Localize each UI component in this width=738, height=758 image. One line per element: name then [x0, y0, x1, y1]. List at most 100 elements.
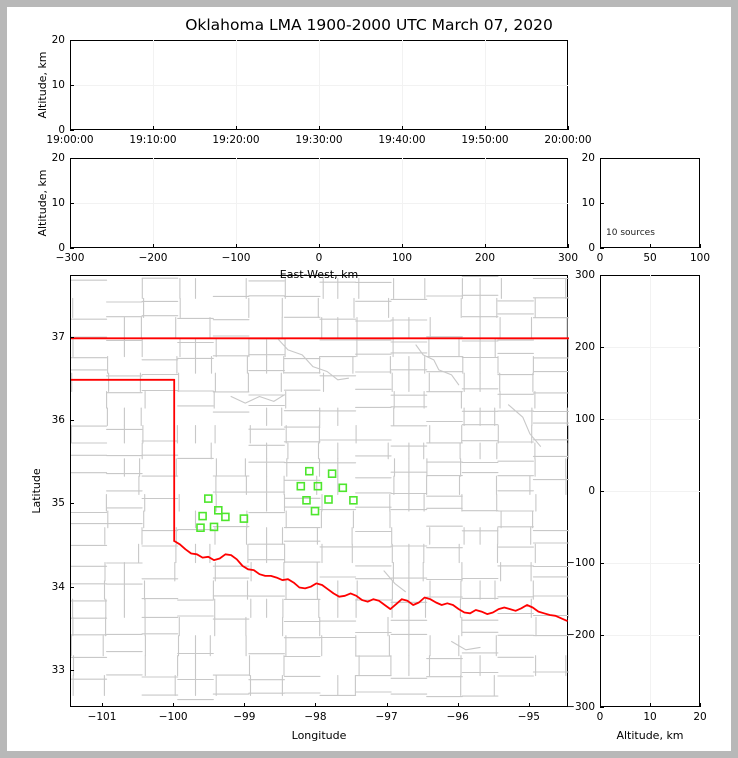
axis-ticklabel-x: 20:00:00: [544, 134, 592, 146]
gridline-horizontal: [600, 491, 700, 492]
axis-tick-y: [600, 248, 604, 249]
axis-ticklabel-x: −97: [375, 711, 398, 723]
axis-ticklabel-y: 20: [51, 152, 65, 164]
axis-ticklabel-x: 0: [596, 711, 604, 723]
axis-tick-x: [568, 126, 569, 130]
axis-ticklabel-y: 10: [51, 197, 65, 209]
axis-ticklabel-x: −99: [233, 711, 256, 723]
axis-tick-x: [386, 703, 388, 707]
river-line: [276, 337, 350, 381]
axis-tick-x: [319, 126, 320, 130]
axis-ticklabel-x: 19:00:00: [46, 134, 94, 146]
axis-ticklabel-y: 0: [58, 242, 65, 254]
river-line: [383, 570, 406, 593]
gridline-horizontal: [600, 347, 700, 348]
axis-ticklabel-y: 0: [588, 485, 595, 497]
figure-title: Oklahoma LMA 1900-2000 UTC March 07, 202…: [185, 16, 553, 34]
axis-ticklabel-x: −200: [138, 252, 168, 264]
lightning-source-marker: [324, 495, 333, 504]
axis-ticklabel-x: 200: [474, 252, 496, 264]
lightning-source-marker: [338, 483, 348, 493]
lightning-source-marker: [327, 469, 337, 478]
figure-canvas: Oklahoma LMA 1900-2000 UTC March 07, 202…: [7, 7, 731, 751]
state-border-south: [173, 540, 568, 622]
axis-ticklabel-x: −300: [55, 252, 85, 264]
axis-tick-x: [102, 703, 103, 707]
axis-ticklabel-x: 50: [643, 252, 657, 264]
axis-tick-x: [70, 244, 71, 248]
axis-ticklabel-y: 20: [581, 152, 595, 164]
axis-tick-y: [600, 419, 604, 420]
gridline-horizontal: [70, 203, 568, 204]
axis-tick-x: [153, 126, 154, 130]
axis-tick-x: [457, 703, 459, 707]
axis-tick-x: [315, 703, 317, 707]
axis-tick-y: [70, 586, 74, 588]
axis-ticklabel-x: 19:40:00: [378, 134, 426, 146]
axis-ticklabel-y: −300: [566, 701, 595, 713]
axis-tick-x: [244, 703, 246, 707]
lightning-source-marker: [296, 481, 306, 491]
axis-tick-y: [70, 503, 74, 505]
axis-ticklabel-y: 300: [574, 269, 595, 281]
axis-tick-y: [600, 275, 604, 276]
lightning-source-marker: [310, 506, 320, 516]
panel-plan-view-map[interactable]: [70, 275, 569, 707]
lightning-source-marker: [302, 496, 311, 505]
axis-ticklabel-x: 19:10:00: [129, 134, 177, 146]
axis-ticklabel-y: 0: [588, 242, 595, 254]
axis-ticklabel-x: −101: [87, 711, 117, 723]
axis-tick-x: [236, 244, 237, 248]
axis-tick-y: [600, 347, 604, 348]
axis-tick-x: [485, 126, 486, 130]
axis-tick-y: [70, 130, 74, 131]
axis-tick-x: [485, 244, 486, 248]
axis-tick-y: [70, 669, 74, 671]
axis-tick-x: [319, 244, 320, 248]
axis-ticklabel-x: −98: [304, 711, 327, 723]
axis-tick-y: [600, 491, 604, 492]
axis-tick-x: [528, 703, 530, 707]
axis-ticklabel-x: 10: [643, 711, 657, 723]
axis-ticklabel-y: 37: [51, 331, 65, 344]
axis-label-y: Altitude, km: [36, 169, 49, 237]
gridline-horizontal: [600, 419, 700, 420]
axis-ticklabel-y: 10: [51, 79, 65, 91]
axis-ticklabel-x: −96: [446, 711, 469, 723]
axis-tick-x: [70, 126, 71, 130]
lightning-source-marker: [239, 514, 249, 523]
axis-tick-x: [236, 126, 237, 130]
gridline-horizontal: [600, 563, 700, 564]
axis-ticklabel-x: 100: [391, 252, 413, 264]
axis-ticklabel-y: 200: [574, 341, 595, 353]
lightning-source-marker: [204, 494, 213, 503]
gridline-horizontal: [600, 635, 700, 636]
axis-tick-x: [173, 703, 175, 707]
axis-ticklabel-y: 20: [51, 34, 65, 46]
axis-tick-y: [600, 707, 604, 708]
axis-ticklabel-y: 0: [58, 124, 65, 136]
lightning-source-marker: [196, 523, 205, 532]
axis-tick-y: [600, 203, 604, 204]
axis-ticklabel-x: −95: [517, 711, 540, 723]
axis-ticklabel-y: 35: [51, 497, 65, 510]
axis-ticklabel-y: 33: [51, 663, 65, 676]
axis-ticklabel-y: 36: [51, 414, 65, 427]
lightning-source-marker: [305, 466, 314, 476]
gridline-horizontal: [70, 85, 568, 86]
axis-ticklabel-x: −100: [221, 252, 251, 264]
axis-tick-x: [650, 244, 651, 248]
axis-tick-x: [600, 703, 601, 707]
axis-label-y: Altitude, km: [36, 51, 49, 119]
axis-tick-x: [402, 126, 403, 130]
axis-ticklabel-x: 100: [689, 252, 711, 264]
axis-ticklabel-x: 20: [693, 711, 707, 723]
axis-ticklabel-y: −100: [566, 557, 595, 569]
map-graphic: [71, 276, 569, 701]
axis-tick-y: [70, 420, 74, 422]
axis-tick-x: [402, 244, 403, 248]
axis-tick-y: [600, 563, 604, 564]
river-line: [230, 394, 285, 404]
axis-tick-x: [153, 244, 154, 248]
source-count-annotation: 10 sources: [606, 228, 655, 238]
